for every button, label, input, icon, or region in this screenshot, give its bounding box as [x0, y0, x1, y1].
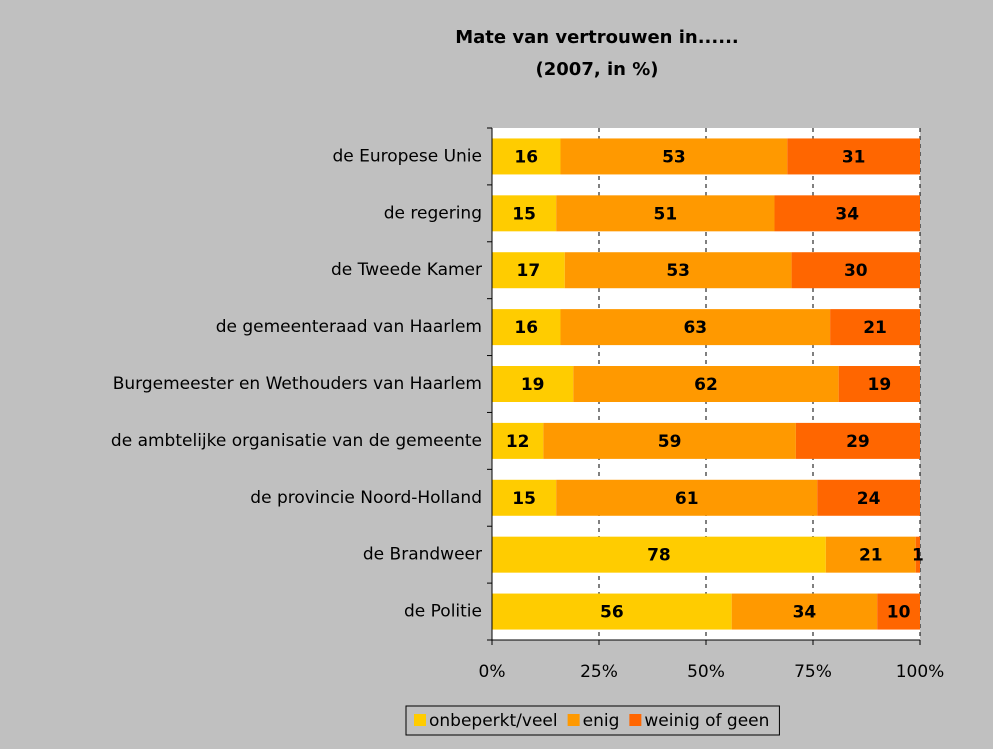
bar-segment: [543, 422, 796, 459]
data-label: 15: [512, 204, 536, 224]
data-label: 59: [658, 432, 682, 452]
data-label: 19: [521, 375, 545, 395]
bar-segment: [774, 195, 920, 232]
data-label: 12: [506, 432, 530, 452]
bar-segment: [825, 536, 916, 573]
data-label: 16: [514, 318, 538, 338]
bar-segment: [492, 138, 561, 175]
data-label: 31: [842, 147, 866, 167]
bar-segment: [560, 309, 831, 346]
y-tick-label: de Brandweer: [363, 545, 482, 565]
bar-segment: [830, 309, 920, 346]
data-label: 10: [887, 603, 911, 623]
legend-label: enig: [583, 711, 620, 731]
bar-segment: [560, 138, 788, 175]
data-label: 51: [654, 204, 678, 224]
bar-segment: [564, 252, 792, 289]
data-label: 34: [835, 204, 859, 224]
legend-swatch: [414, 714, 426, 726]
bar-segment: [492, 252, 565, 289]
bar-segment: [795, 422, 920, 459]
legend: [405, 705, 780, 736]
data-label: 30: [844, 261, 868, 281]
chart-subtitle: (2007, in %): [536, 59, 659, 80]
legend-swatch: [629, 714, 642, 726]
x-tick-label: 0%: [479, 662, 506, 682]
bar-segment: [877, 593, 920, 630]
x-tick-label: 75%: [794, 662, 832, 682]
data-label: 56: [600, 603, 624, 623]
chart-title: Mate van vertrouwen in......: [455, 27, 739, 48]
bar-segment: [787, 138, 920, 175]
y-tick-label: de regering: [384, 203, 482, 223]
data-label: 63: [683, 318, 707, 338]
data-label: 1: [912, 546, 924, 566]
data-label: 24: [857, 489, 881, 509]
legend-label: weinig of geen: [644, 711, 769, 731]
data-label: 62: [694, 375, 718, 395]
bar-segment: [492, 195, 557, 232]
y-tick-label: de provincie Noord-Holland: [250, 488, 482, 508]
y-tick-label: de gemeenteraad van Haarlem: [216, 317, 482, 337]
bar-segment: [573, 366, 839, 402]
data-label: 34: [793, 603, 817, 623]
data-label: 53: [666, 261, 690, 281]
bar-segment: [817, 479, 920, 516]
bar-segment: [838, 366, 920, 402]
y-tick-label: de Politie: [404, 602, 482, 622]
bar-segment: [492, 366, 574, 402]
data-label: 21: [859, 546, 883, 566]
data-label: 16: [514, 147, 538, 167]
bar-segment: [556, 479, 818, 516]
data-label: 17: [517, 261, 541, 281]
bar-segment: [492, 593, 732, 630]
legend-label: onbeperkt/veel: [429, 711, 558, 731]
y-tick-label: de Europese Unie: [332, 146, 482, 166]
bar-segment: [492, 309, 561, 346]
data-label: 21: [863, 318, 887, 338]
bar-segment: [492, 479, 557, 516]
data-label: 78: [647, 546, 671, 566]
x-tick-label: 100%: [896, 662, 945, 682]
data-label: 29: [846, 432, 870, 452]
y-tick-label: de Tweede Kamer: [331, 260, 482, 280]
bar-segment: [731, 593, 878, 630]
bar-segment: [791, 252, 920, 289]
bar-segment: [556, 195, 775, 232]
data-label: 15: [512, 489, 536, 509]
x-tick-label: 25%: [580, 662, 618, 682]
x-tick-label: 50%: [687, 662, 725, 682]
data-label: 19: [868, 375, 892, 395]
bar-segment: [915, 536, 920, 573]
y-tick-label: de ambtelijke organisatie van de gemeent…: [111, 431, 482, 451]
legend-swatch: [567, 714, 580, 726]
bar-segment: [492, 422, 544, 459]
data-label: 53: [662, 147, 686, 167]
bar-segment: [492, 536, 826, 573]
data-label: 61: [675, 489, 699, 509]
y-tick-label: Burgemeester en Wethouders van Haarlem: [113, 374, 482, 394]
